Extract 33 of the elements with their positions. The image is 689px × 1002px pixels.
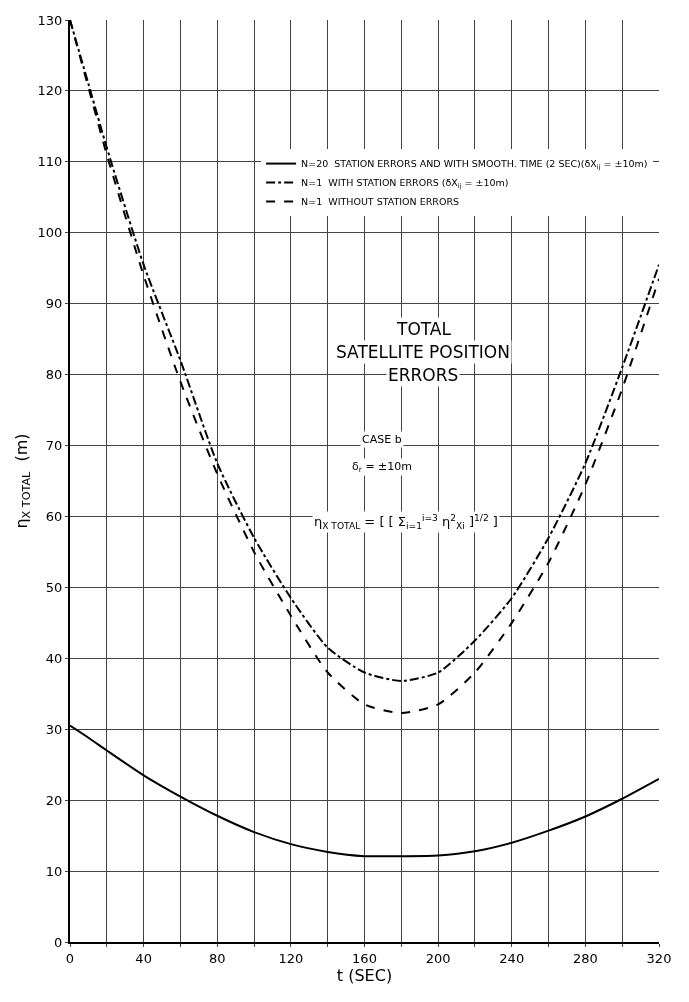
x-tick-label: 200	[425, 950, 451, 966]
legend-label: N=1 WITHOUT STATION ERRORS	[301, 196, 460, 208]
y-tick-label: 80	[45, 367, 63, 383]
y-tick-label: 110	[37, 154, 63, 170]
x-tick-label: 160	[352, 950, 377, 966]
y-tick-label: 130	[37, 12, 63, 28]
y-tick-label: 70	[45, 438, 63, 454]
x-tick-label: 0	[65, 950, 75, 966]
annotation: CASE b	[362, 433, 402, 446]
x-tick-label: 40	[135, 950, 152, 966]
x-tick-label: 120	[278, 950, 304, 966]
y-tick-label: 100	[37, 225, 63, 241]
y-tick-label: 0	[54, 934, 63, 950]
y-tick-label: 90	[45, 296, 63, 312]
y-tick-label: 50	[45, 579, 63, 595]
text: η$_{X TOTAL}$ = [ [ Σ$_{i=1}$$^{i=3}$ η$^{2}$$_{Xi}$ ]$^{1/2}$ ]	[314, 513, 498, 532]
annotation: SATELLITE POSITION	[336, 342, 510, 362]
annotation: TOTAL	[396, 319, 452, 339]
x-tick-label: 80	[208, 950, 226, 966]
x-axis-title: t (SEC)	[336, 965, 393, 985]
legend-label: N=1 WITH STATION ERRORS (δX$_{ij}$ = ±10m)	[301, 177, 509, 191]
y-tick-label: 20	[45, 792, 63, 808]
y-tick-label: 30	[45, 721, 63, 737]
x-tick-label: 240	[499, 950, 525, 966]
y-tick-label: 10	[45, 863, 63, 879]
legend-label: N=20 STATION ERRORS AND WITH SMOOTH. TIME (2 SEC)(δX$_{ij}$ = ±10m)	[301, 158, 648, 172]
y-tick-label: 40	[45, 650, 63, 666]
x-tick-label: 280	[572, 950, 598, 966]
annotation: δ$_{r}$ = ±10m	[352, 460, 413, 475]
y-tick-label: 60	[45, 509, 63, 525]
annotation: ERRORS	[388, 365, 459, 385]
x-tick-label: 320	[646, 950, 672, 966]
y-tick-label: 120	[37, 83, 63, 99]
